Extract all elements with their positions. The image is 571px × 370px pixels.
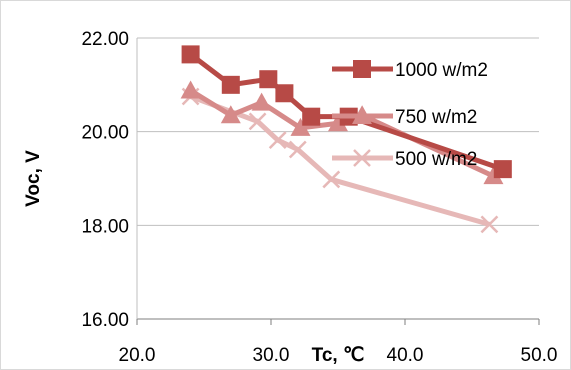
series-1000-w-m2	[181, 45, 512, 179]
data-point	[220, 105, 241, 124]
legend-item: 1000 w/m2	[332, 60, 488, 81]
data-point	[322, 170, 341, 189]
data-point	[493, 160, 512, 179]
y-tick-label: 22.00	[81, 29, 129, 50]
legend-label: 1000 w/m2	[395, 60, 488, 81]
data-point	[290, 117, 311, 136]
y-tick-label: 16.00	[81, 310, 129, 331]
series-layer	[180, 45, 512, 234]
legend-label: 500 w/m2	[395, 149, 477, 170]
x-tick-label: 20.0	[119, 345, 156, 366]
legend: 1000 w/m2 750 w/m2 500 w/m2	[332, 60, 488, 170]
x-tick-label: 50.0	[521, 345, 558, 366]
data-point	[259, 70, 278, 89]
legend-label: 750 w/m2	[395, 107, 477, 128]
x-axis-title: Tc, ℃	[312, 345, 365, 366]
tick-labels: 16.00 18.00 20.00 22.00 20.0 30.0 40.0 50.0	[81, 29, 557, 366]
data-point	[275, 84, 294, 103]
data-point	[483, 166, 504, 185]
data-point	[251, 92, 272, 111]
legend-marker	[352, 106, 372, 124]
data-point	[288, 140, 307, 159]
axes	[136, 38, 540, 325]
y-tick-label: 18.00	[81, 216, 129, 237]
data-point	[248, 112, 267, 131]
legend-marker	[353, 149, 371, 167]
y-tick-label: 20.00	[81, 123, 129, 144]
data-point	[180, 80, 201, 99]
x-tick-label: 40.0	[387, 345, 424, 366]
data-point	[328, 113, 348, 132]
y-axis-title: Voc, V	[23, 150, 44, 207]
data-point	[302, 107, 321, 126]
legend-marker	[353, 60, 371, 78]
legend-item: 750 w/m2	[332, 106, 477, 128]
series-line	[189, 94, 491, 227]
data-point	[480, 215, 499, 234]
data-point	[268, 131, 287, 149]
data-point	[181, 45, 200, 64]
legend-item: 500 w/m2	[332, 149, 477, 170]
x-tick-label: 30.0	[253, 345, 290, 366]
data-point	[221, 75, 240, 94]
